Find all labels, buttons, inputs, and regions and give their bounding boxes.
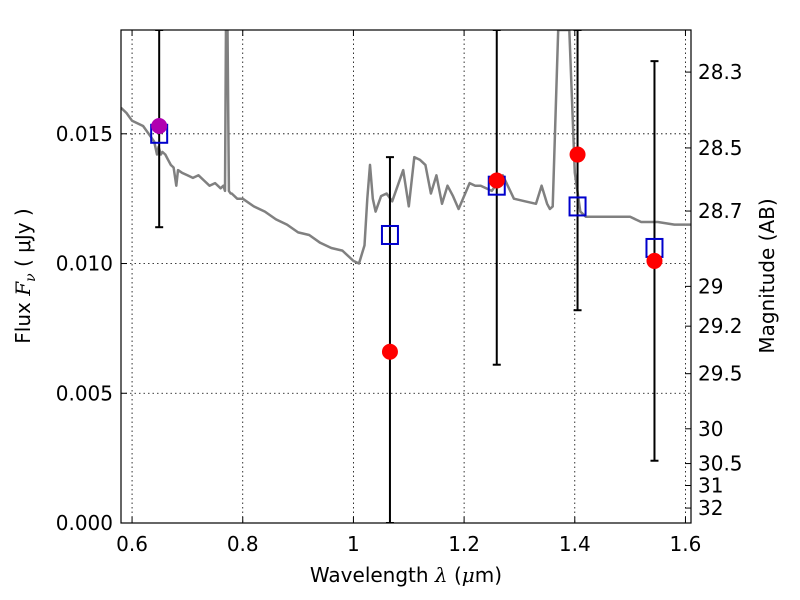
y2-tick-label: 29 [698,274,723,298]
y-tick-label: 0.005 [56,381,113,405]
y-axis-label: Flux Fν ( μJy ) [11,208,39,343]
y2-axis-label: Magnitude (AB) [755,198,779,353]
x-tick-label: 1 [347,532,360,556]
observed-point [151,118,168,135]
model-photometry-square [380,224,399,245]
y2-tick-label: 28.3 [698,60,743,84]
x-tick-label: 0.8 [227,532,259,556]
y-tick-label: 0.015 [56,122,113,146]
y2-tick-label: 28.5 [698,136,743,160]
y2-tick-label: 32 [698,496,723,520]
ticks: 0.6 0.8 1 1.2 1.4 1.6 0.000 0.005 0.010 0.015 28.3… [56,30,743,556]
plot-area [121,30,691,523]
observed-point [569,146,586,163]
x-tick-label: 1.2 [448,532,480,556]
y2-tick-label: 29.2 [698,314,743,338]
x-tick-label: 0.6 [116,532,148,556]
x-tick-label: 1.4 [559,532,591,556]
y2-tick-label: 28.7 [698,199,743,223]
plot-background [121,30,691,523]
y2-tick-label: 30.5 [698,452,743,476]
model-spectrum-line [121,30,691,265]
y2-tick-label: 29.5 [698,362,743,386]
y2-tick-label: 31 [698,473,723,497]
y-tick-label: 0.010 [56,252,113,276]
observed-point [381,343,398,360]
plot-frame [120,29,692,524]
y2-tick-label: 30 [698,417,723,441]
x-tick-label: 1.6 [670,532,702,556]
observed-point [646,252,663,269]
model-photometry-square [568,196,587,217]
x-axis-label: Wavelength λ (μm) [310,563,502,587]
observed-point [488,172,505,189]
y-tick-label: 0.000 [56,511,113,535]
